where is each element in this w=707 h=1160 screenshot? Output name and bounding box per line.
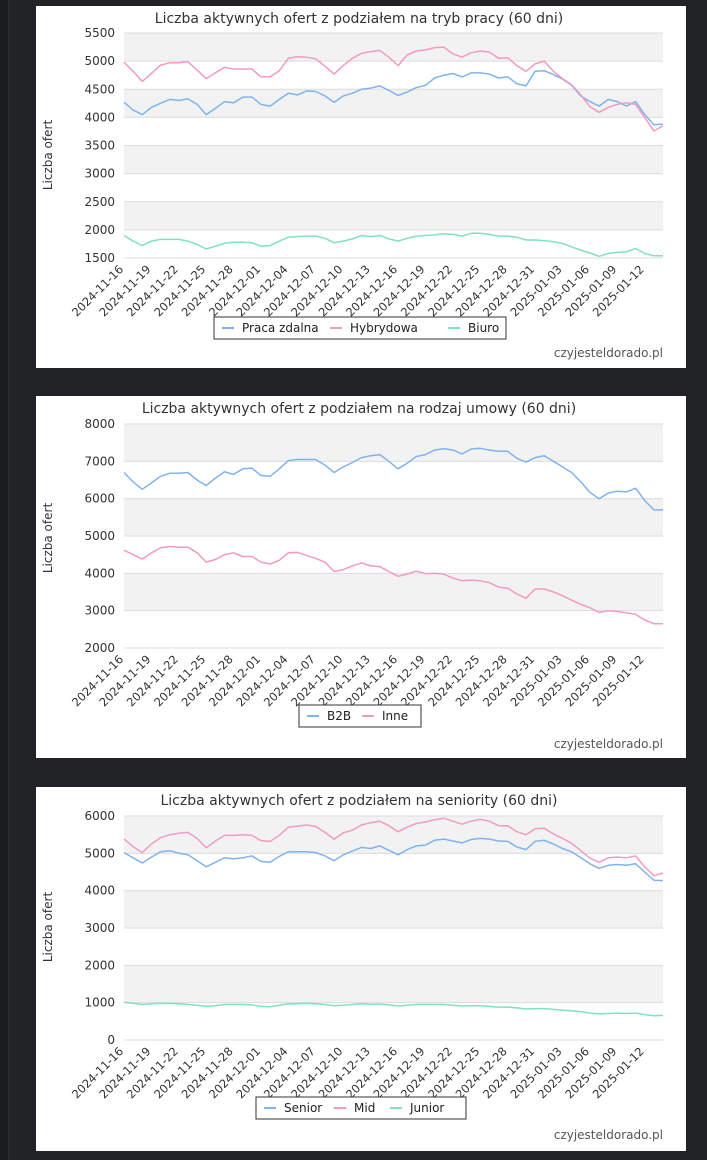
y-tick-label: 2000 xyxy=(84,641,115,655)
y-tick-label: 2500 xyxy=(84,195,115,209)
gridband xyxy=(124,498,663,536)
legend-label-biuro: Biuro xyxy=(468,321,499,335)
chart-title: Liczba aktywnych ofert z podziałem na ro… xyxy=(142,401,576,417)
brand-watermark: czyjesteldorado.pl xyxy=(554,1128,663,1142)
chart-panel-seniority: Liczba aktywnych ofert z podziałem na se… xyxy=(36,787,686,1151)
series-line-b2b xyxy=(123,447,663,511)
brand-watermark: czyjesteldorado.pl xyxy=(554,346,663,360)
window-left-edge xyxy=(0,0,9,1160)
legend-label-b2b: B2B xyxy=(327,709,351,723)
y-tick-label: 0 xyxy=(107,1033,115,1047)
chart-contract-type: Liczba aktywnych ofert z podziałem na ro… xyxy=(41,401,663,751)
y-tick-label: 4000 xyxy=(84,110,115,124)
y-tick-label: 1500 xyxy=(84,251,115,265)
y-tick-label: 7000 xyxy=(84,454,115,468)
gridband xyxy=(124,890,663,928)
gridband xyxy=(124,816,663,854)
chart-title: Liczba aktywnych ofert z podziałem na tr… xyxy=(155,11,563,27)
brand-watermark: czyjesteldorado.pl xyxy=(554,737,663,751)
y-tick-label: 5500 xyxy=(84,26,115,40)
legend-box xyxy=(255,1096,467,1120)
y-tick-label: 4500 xyxy=(84,82,115,96)
chart-work-mode: Liczba aktywnych ofert z podziałem na tr… xyxy=(41,11,664,360)
gridband xyxy=(124,965,663,1003)
y-tick-label: 6000 xyxy=(84,809,115,823)
series-line-inne xyxy=(123,545,663,625)
legend-label-inne: Inne xyxy=(382,709,408,723)
gridband xyxy=(124,33,663,62)
legend-label-praca-zdalna: Praca zdalna xyxy=(242,321,319,335)
gridband xyxy=(124,145,663,174)
series-line-junior xyxy=(123,1001,664,1017)
y-tick-label: 2000 xyxy=(84,958,115,972)
chart-seniority: Liczba aktywnych ofert z podziałem na se… xyxy=(41,793,664,1142)
y-tick-label: 3000 xyxy=(84,167,115,181)
y-tick-label: 3000 xyxy=(84,604,115,618)
gridband xyxy=(124,201,663,230)
y-axis-label: Liczba ofert xyxy=(41,503,55,574)
y-tick-label: 8000 xyxy=(84,417,115,431)
y-tick-label: 5000 xyxy=(84,529,115,543)
chart-panel-work-mode: Liczba aktywnych ofert z podziałem na tr… xyxy=(36,6,686,368)
y-tick-label: 5000 xyxy=(84,54,115,68)
y-tick-label: 3000 xyxy=(84,921,115,935)
legend-label-junior: Junior xyxy=(409,1101,444,1115)
gridband xyxy=(124,424,663,462)
series-line-biuro xyxy=(123,232,663,258)
y-tick-label: 6000 xyxy=(84,492,115,506)
legend-label-mid: Mid xyxy=(354,1101,375,1115)
series-line-mid xyxy=(123,817,664,877)
y-tick-label: 4000 xyxy=(84,566,115,580)
legend-box xyxy=(213,316,507,340)
y-tick-label: 2000 xyxy=(84,223,115,237)
series-line-senior xyxy=(123,837,664,882)
y-tick-label: 3500 xyxy=(84,139,115,153)
legend-box xyxy=(298,704,422,728)
gridband xyxy=(124,573,663,611)
chart-title: Liczba aktywnych ofert z podziałem na se… xyxy=(160,793,557,809)
legend-label-hybrydowa: Hybrydowa xyxy=(350,321,418,335)
y-axis-label: Liczba ofert xyxy=(41,892,55,963)
y-tick-label: 1000 xyxy=(84,996,115,1010)
chart-panel-contract-type: Liczba aktywnych ofert z podziałem na ro… xyxy=(36,396,686,758)
series-line-hybrydowa xyxy=(123,46,664,132)
y-tick-label: 4000 xyxy=(84,884,115,898)
gridband xyxy=(124,89,663,118)
legend-label-senior: Senior xyxy=(284,1101,322,1115)
y-tick-label: 5000 xyxy=(84,846,115,860)
y-axis-label: Liczba ofert xyxy=(41,120,55,191)
